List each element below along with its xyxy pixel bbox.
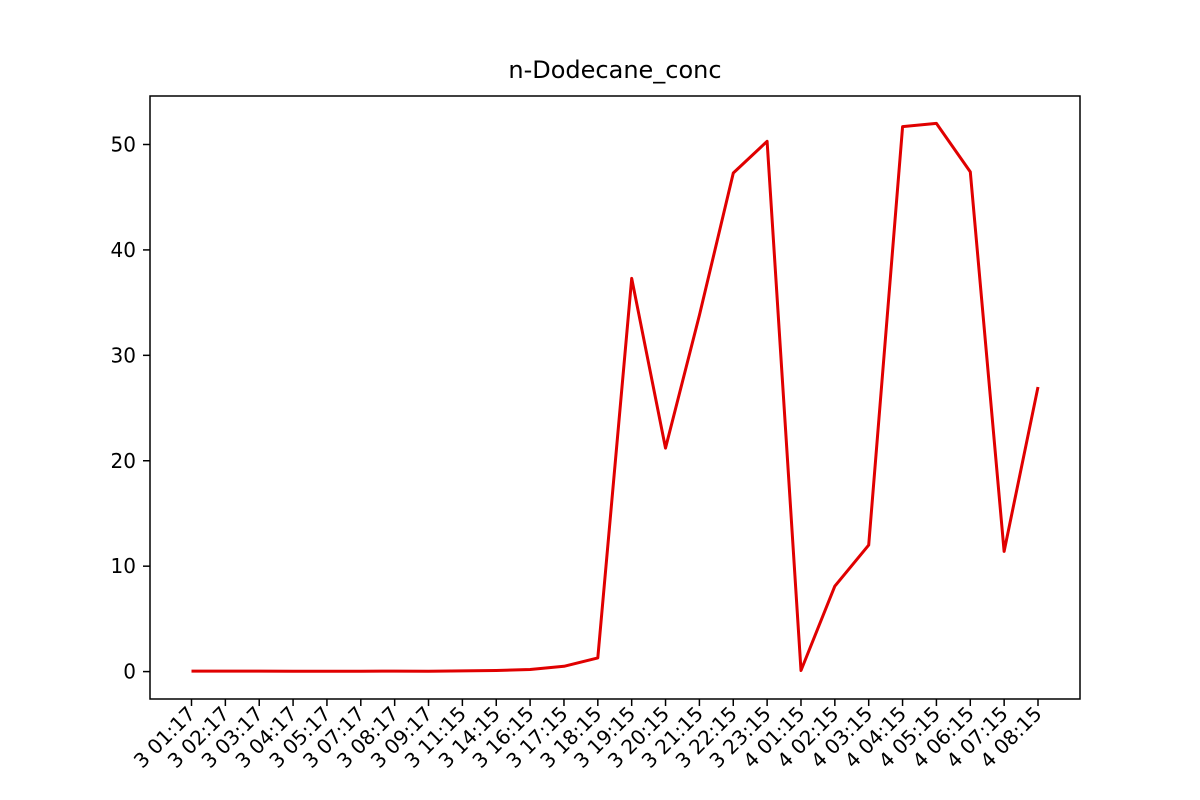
y-axis: 0 10 20 30 40 50 bbox=[111, 132, 150, 684]
y-tick-label: 30 bbox=[111, 343, 136, 367]
chart-title: n-Dodecane_conc bbox=[508, 56, 721, 84]
y-tick-label: 50 bbox=[111, 132, 136, 156]
y-tick-label: 20 bbox=[111, 449, 136, 473]
x-axis: 3 01:173 02:173 03:173 04:173 05:173 07:… bbox=[129, 699, 1047, 773]
y-tick-label: 40 bbox=[111, 238, 136, 262]
series-line bbox=[191, 121, 1040, 673]
y-tick-label: 0 bbox=[123, 660, 136, 684]
y-tick-label: 10 bbox=[111, 554, 136, 578]
axes-frame bbox=[149, 95, 1081, 700]
plot-area bbox=[191, 121, 1040, 673]
